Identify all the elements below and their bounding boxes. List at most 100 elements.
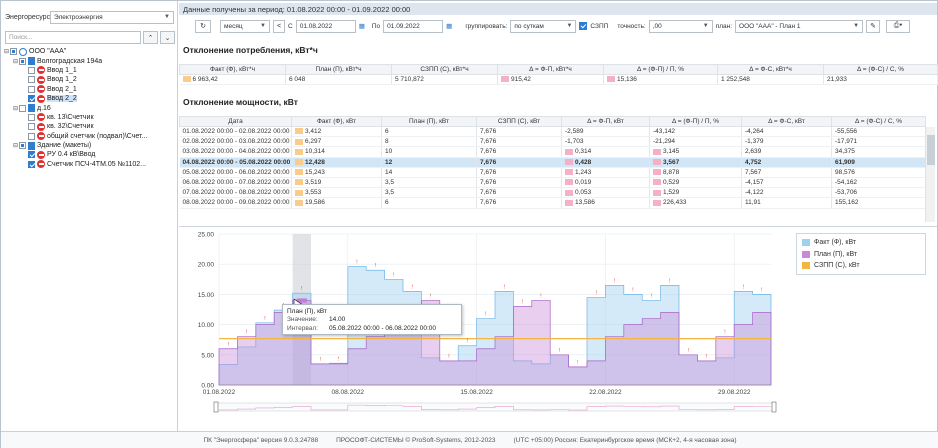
tree-node[interactable]: Ввод 1_2	[3, 75, 177, 84]
power-header[interactable]: Δ = (Ф-С) / С, %	[831, 116, 926, 127]
search-up-button[interactable]: ⌃	[143, 31, 158, 44]
prev-period-button[interactable]: <	[273, 19, 285, 33]
power-cell: 14	[381, 167, 477, 178]
tree-checkbox[interactable]	[19, 104, 26, 112]
legend-item[interactable]: СЗПП (С), кВт	[802, 260, 920, 272]
power-value: 10,314	[305, 148, 325, 156]
tree-checkbox[interactable]	[28, 85, 35, 93]
tree-checkbox[interactable]	[28, 113, 35, 121]
power-header[interactable]: Факт (Ф), кВт	[291, 116, 382, 127]
tree-toggle-icon[interactable]: ⊟	[12, 143, 19, 150]
group-select[interactable]: по суткам ▼	[510, 19, 577, 33]
power-header[interactable]: Δ = Ф-П, кВт	[561, 116, 650, 127]
plan-select[interactable]: ООО "ААА" - План 1 ▼	[735, 19, 864, 33]
power-header[interactable]: СЗПП (С), кВт	[476, 116, 562, 127]
deviation-marker: !	[743, 284, 744, 290]
edit-plan-icon[interactable]: ✎	[866, 19, 881, 33]
table-row[interactable]: 06.08.2022 00:00 - 07.08.2022 00:00 3,519…	[179, 177, 926, 189]
from-date-input[interactable]: 01.08.2022	[295, 19, 356, 33]
x-tick-label: 22.08.2022	[589, 389, 622, 396]
search-down-button[interactable]: ⌄	[160, 31, 175, 44]
table-row[interactable]: 03.08.2022 00:00 - 04.08.2022 00:00 10,31…	[179, 146, 926, 158]
tree-node[interactable]: кв. 13\Счетчик	[3, 113, 177, 122]
consumption-header[interactable]: Δ = (Ф-П) / П, %	[603, 64, 718, 75]
tree-checkbox[interactable]	[28, 76, 35, 84]
power-value: 03.08.2022 00:00 - 04.08.2022 00:00	[182, 148, 290, 156]
tree-node[interactable]: кв. 32\Счетчик	[3, 122, 177, 131]
power-value: -2,589	[565, 128, 584, 136]
tree-checkbox[interactable]	[19, 57, 26, 65]
power-value: 12	[385, 158, 393, 166]
szpp-checkbox[interactable]	[579, 22, 588, 30]
tree-node[interactable]: Счетчик ПСЧ-4ТМ.05 №1102...	[3, 160, 177, 169]
tree-checkbox[interactable]	[28, 123, 35, 131]
x-tick-label: 01.08.2022	[203, 389, 236, 396]
tree-checkbox[interactable]	[28, 132, 35, 140]
tree-toggle-icon[interactable]: ⊟	[12, 105, 19, 112]
power-header[interactable]: План (П), кВт	[381, 116, 477, 127]
tree-node[interactable]: Ввод 2_1	[3, 85, 177, 94]
resource-select[interactable]: Электроэнергия ▼	[50, 10, 174, 24]
consumption-header[interactable]: Δ = (Ф-С) / С, %	[823, 64, 938, 75]
precision-select[interactable]: ,00 ▼	[648, 19, 713, 33]
tree-node[interactable]: общий счетчик (подвал)\Счет...	[3, 132, 177, 141]
deviation-marker: !	[320, 357, 321, 363]
tree-toggle-icon[interactable]: ⊟	[12, 58, 19, 65]
consumption-cell: 6 048	[285, 74, 392, 86]
consumption-header[interactable]: Δ = Ф-С, кВт*ч	[717, 64, 824, 75]
power-header[interactable]: Δ = (Ф-П) / П, %	[649, 116, 742, 127]
deviation-marker: !	[706, 354, 707, 360]
tree-checkbox[interactable]	[10, 48, 17, 56]
tree-node[interactable]: РУ 0.4 кВ\Ввод	[3, 150, 177, 159]
building-icon	[28, 104, 35, 113]
consumption-header[interactable]: План (П), кВт*ч	[285, 64, 392, 75]
search-input[interactable]: Поиск...	[5, 31, 141, 44]
table-scrollbar[interactable]	[925, 127, 935, 222]
power-header[interactable]: Δ = Ф-С, кВт	[741, 116, 832, 127]
table-row[interactable]: 01.08.2022 00:00 - 02.08.2022 00:00 3,412…	[179, 126, 926, 138]
deviation-marker: !	[559, 348, 560, 354]
navigator-handle-left[interactable]	[213, 401, 219, 413]
period-unit-select[interactable]: месяц ▼	[220, 19, 270, 33]
chevron-down-icon: ▼	[853, 22, 860, 29]
tree-node[interactable]: Ввод 2_2	[3, 94, 177, 103]
consumption-header[interactable]: Δ = Ф-П, кВт*ч	[497, 64, 604, 75]
power-cell: 10,314	[291, 146, 382, 158]
refresh-icon[interactable]: ↻	[195, 19, 211, 33]
legend-item[interactable]: План (П), кВт	[802, 249, 920, 261]
to-date-input[interactable]: 01.09.2022	[383, 19, 444, 33]
consumption-header[interactable]: СЗПП (С), кВт*ч	[391, 64, 498, 75]
status-product: ПК "Энергосфера" версия 9.0.3.24788	[203, 436, 319, 444]
table-row[interactable]: 07.08.2022 00:00 - 08.08.2022 00:00 3,553…	[179, 187, 926, 199]
legend-item[interactable]: Факт (Ф), кВт	[802, 237, 920, 249]
tree-node[interactable]: ⊟ Здание (макеты)	[3, 141, 177, 150]
tree-node[interactable]: ⊟ Волгоградская 194а	[3, 56, 177, 66]
tree-node[interactable]: ⊟ ООО "ААА"	[3, 47, 177, 56]
tree-toggle-icon[interactable]: ⊟	[3, 49, 10, 56]
tree-checkbox[interactable]	[28, 95, 35, 103]
tree-node[interactable]: ⊟ д.16	[3, 103, 177, 113]
power-header[interactable]: Дата	[179, 116, 292, 127]
navigator-handle-right[interactable]	[771, 401, 777, 413]
series-plan-area[interactable]	[218, 300, 772, 386]
consumption-header[interactable]: Факт (Ф), кВт*ч	[179, 64, 286, 75]
tree-node[interactable]: Ввод 1_1	[3, 66, 177, 75]
power-value: -17,971	[835, 138, 858, 146]
table-row[interactable]: 04.08.2022 00:00 - 05.08.2022 00:00 12,42…	[179, 157, 926, 168]
table-row[interactable]: 05.08.2022 00:00 - 06.08.2022 00:00 15,24…	[179, 167, 926, 178]
power-cell: 03.08.2022 00:00 - 04.08.2022 00:00	[179, 146, 292, 158]
tree-checkbox[interactable]	[28, 66, 35, 74]
tree-checkbox[interactable]	[19, 142, 26, 150]
power-value: 0,019	[575, 179, 592, 187]
value-bar	[565, 199, 573, 206]
table-row[interactable]: 08.08.2022 00:00 - 09.08.2022 00:00 19,58…	[179, 197, 926, 209]
scrollbar-thumb[interactable]	[927, 135, 935, 165]
power-value: -54,162	[835, 179, 858, 187]
calendar-icon[interactable]: ▦	[446, 23, 453, 30]
tree-checkbox[interactable]	[28, 160, 35, 168]
tree-checkbox[interactable]	[28, 151, 35, 159]
calendar-icon[interactable]: ▦	[358, 23, 365, 30]
print-icon[interactable]: ⎙▾	[886, 19, 911, 33]
value-bar	[295, 179, 303, 186]
table-row[interactable]: 02.08.2022 00:00 - 03.08.2022 00:00 6,297…	[179, 136, 926, 148]
